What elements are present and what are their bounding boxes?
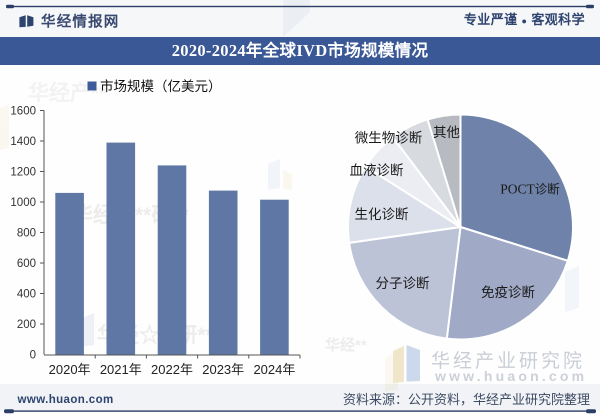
svg-text:2022年: 2022年 [151,362,193,377]
svg-text:生化诊断: 生化诊断 [355,207,409,222]
svg-text:华经产业研究院: 华经产业研究院 [431,350,585,372]
svg-text:1600: 1600 [10,106,36,118]
svg-text:800: 800 [17,228,36,240]
svg-text:1200: 1200 [10,167,36,179]
svg-text:分子诊断: 分子诊断 [376,276,430,291]
svg-text:1000: 1000 [10,197,36,209]
svg-text:200: 200 [17,319,36,331]
svg-text:2021年: 2021年 [100,362,142,377]
svg-text:2024年: 2024年 [253,362,295,377]
svg-text:其他: 其他 [433,125,460,140]
svg-text:www.huaon.com: www.huaon.com [17,394,114,406]
svg-text:2023年: 2023年 [202,362,244,377]
svg-text:2020年: 2020年 [49,362,91,377]
svg-text:0: 0 [30,350,36,362]
svg-text:免疫诊断: 免疫诊断 [481,285,535,300]
svg-text:华经情报网: 华经情报网 [41,13,120,31]
svg-text:www.huaon.com: www.huaon.com [434,368,587,384]
svg-text:华经**: 华经** [325,336,367,354]
svg-text:400: 400 [17,289,36,301]
svg-text:市场规模（亿美元）: 市场规模（亿美元） [100,78,222,94]
svg-text:血液诊断: 血液诊断 [350,163,404,178]
svg-text:资料来源：公开资料，华经产业研究院整理: 资料来源：公开资料，华经产业研究院整理 [343,392,590,407]
svg-text:专业严谨 ● 客观科学: 专业严谨 ● 客观科学 [464,12,585,27]
svg-text:1400: 1400 [10,136,36,148]
svg-text:POCT诊断: POCT诊断 [500,182,560,197]
svg-text:微生物诊断: 微生物诊断 [355,131,423,146]
svg-text:600: 600 [17,258,36,270]
